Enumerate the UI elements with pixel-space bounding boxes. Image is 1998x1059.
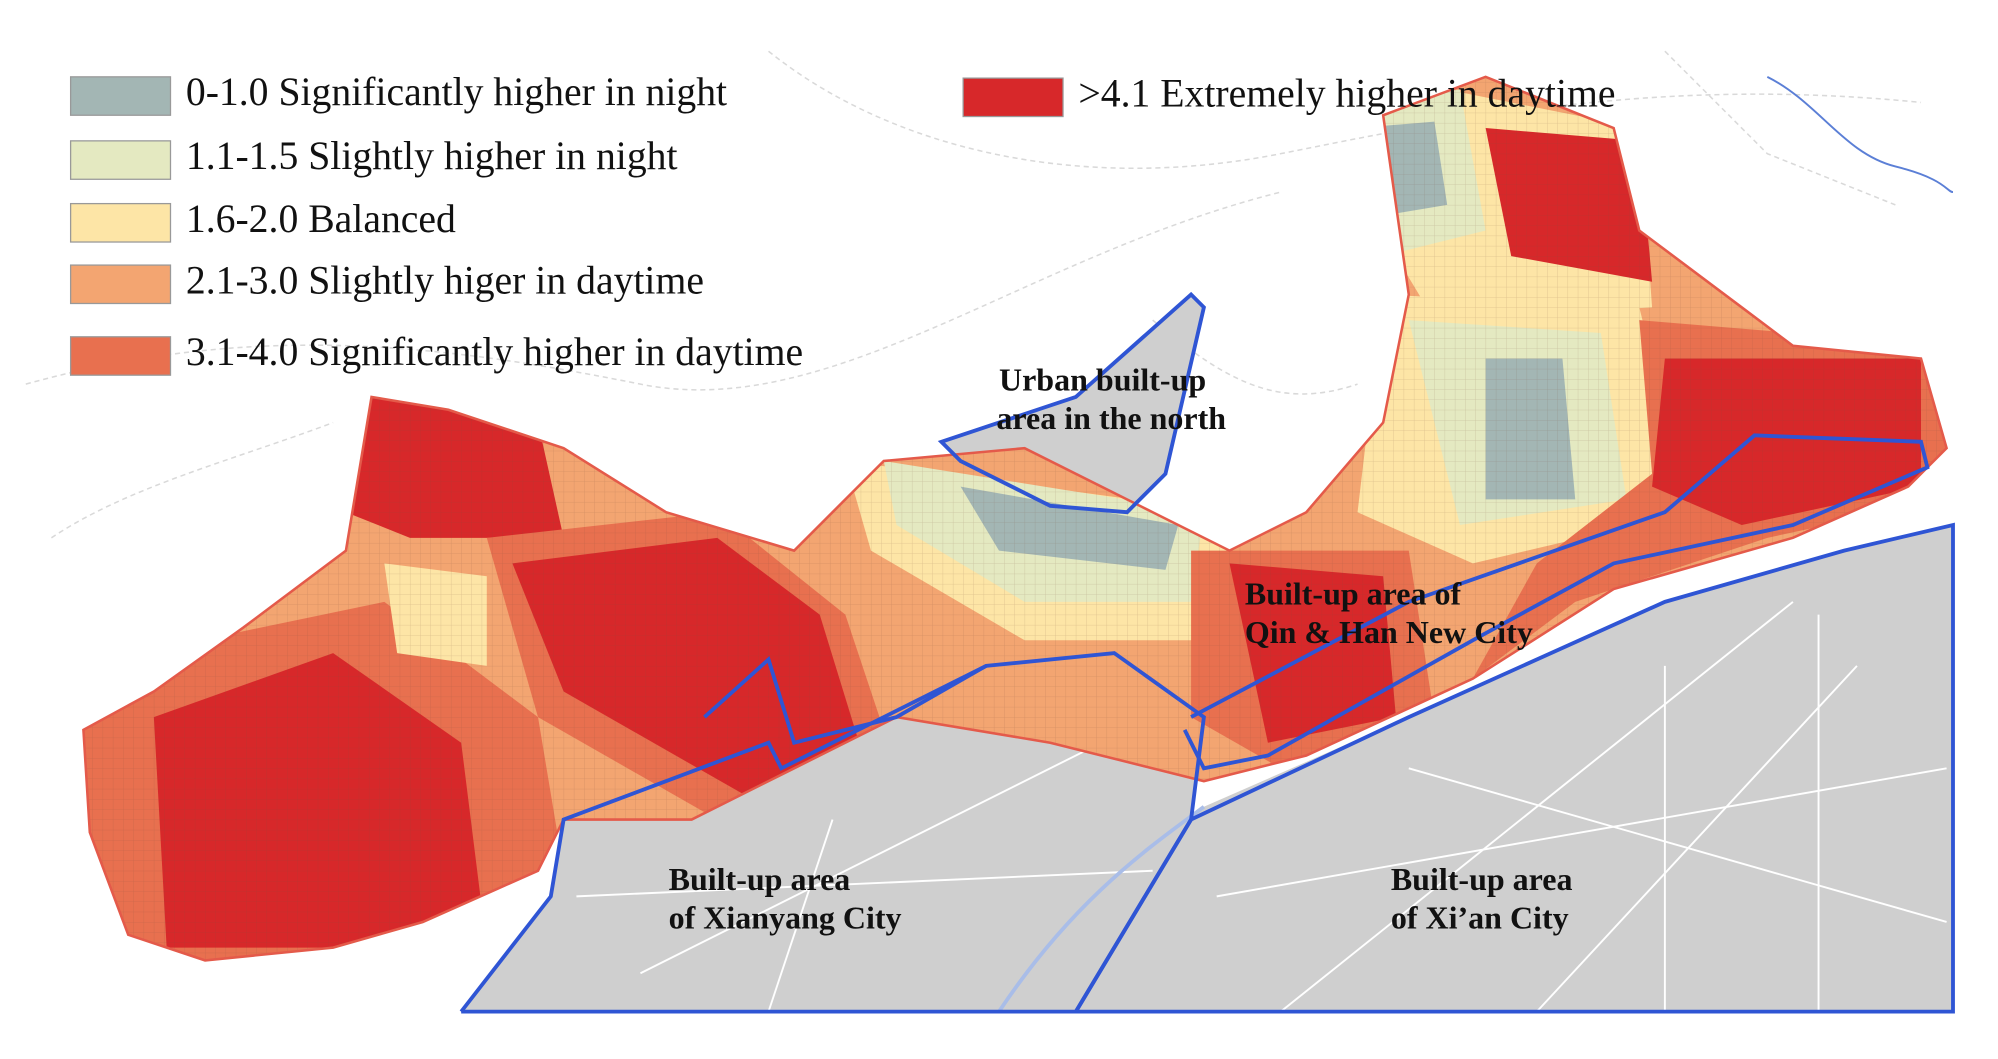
label-line: Built-up area	[1391, 861, 1573, 897]
area-label: Urban built-up area in the north	[996, 362, 1226, 436]
legend: 0-1.0 Significantly higher in night 1.1-1…	[69, 70, 1615, 376]
legend-label: 3.1-4.0 Significantly higher in daytime	[186, 330, 803, 374]
city-roads	[576, 601, 1947, 1013]
legend-item: 1.1-1.5 Slightly higher in night	[69, 134, 678, 180]
study-outline	[82, 75, 1949, 962]
legend-item: 1.6-2.0 Balanced	[69, 197, 456, 243]
label-line: Built-up area	[669, 861, 851, 897]
legend-swatch	[69, 76, 172, 116]
legend-item: 2.1-3.0 Slightly higer in daytime	[69, 258, 704, 305]
legend-label: 1.1-1.5 Slightly higher in night	[186, 134, 678, 178]
legend-label: 0-1.0 Significantly higher in night	[186, 70, 727, 114]
legend-swatch	[962, 77, 1064, 118]
legend-swatch	[69, 140, 172, 180]
builtup-outlines	[459, 291, 1955, 1014]
legend-label: 1.6-2.0 Balanced	[186, 197, 456, 241]
legend-item: 0-1.0 Significantly higher in night	[69, 70, 727, 116]
xian-builtup	[1075, 525, 1953, 1012]
legend-swatch	[69, 202, 172, 243]
legend-swatch	[69, 264, 172, 305]
legend-label: 2.1-3.0 Slightly higer in daytime	[186, 258, 704, 302]
legend-label: >4.1 Extremely higher in daytime	[1078, 71, 1615, 115]
river	[1766, 75, 1954, 194]
background-roads	[25, 50, 1922, 539]
label-line: of Xianyang City	[669, 899, 902, 935]
legend-swatch	[69, 336, 172, 376]
xianyang-builtup	[461, 653, 1204, 1012]
legend-item: >4.1 Extremely higher in daytime	[962, 71, 1615, 118]
area-label: Built-up area of Xi’an City	[1391, 861, 1573, 935]
label-line: area in the north	[996, 400, 1226, 436]
legend-item: 3.1-4.0 Significantly higher in daytime	[69, 330, 803, 376]
label-line: Built-up area of	[1245, 575, 1462, 611]
area-label: Built-up area of Xianyang City	[669, 861, 902, 935]
area-labels: Urban built-up area in the north Built-up…	[669, 362, 1573, 936]
label-line: Qin & Han New City	[1245, 614, 1533, 650]
label-line: of Xi’an City	[1391, 899, 1569, 935]
area-label: Built-up area of Qin & Han New City	[1245, 575, 1533, 649]
label-line: Urban built-up	[999, 362, 1206, 398]
